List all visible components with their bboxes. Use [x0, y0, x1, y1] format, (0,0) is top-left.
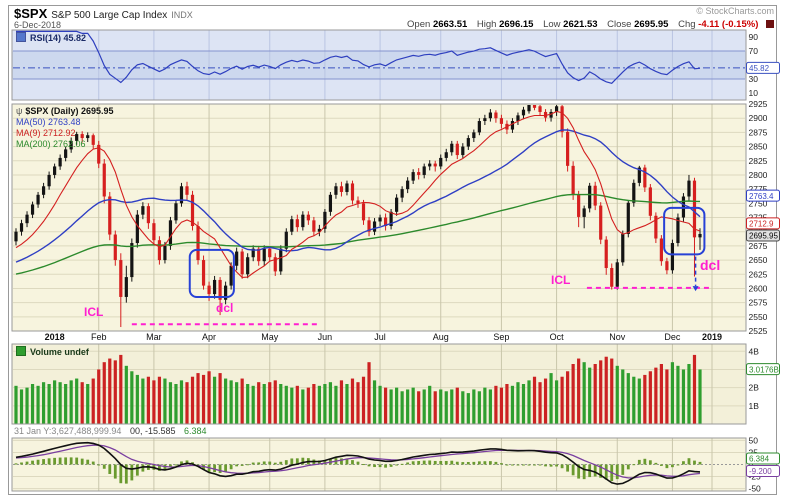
svg-text:Dec: Dec: [664, 332, 681, 342]
rsi-legend: RSI(14) 45.82: [16, 32, 86, 43]
svg-text:2800: 2800: [749, 170, 768, 180]
index-title: S&P 500 Large Cap Index: [51, 10, 168, 21]
symbol-label: $SPX: [14, 6, 48, 21]
svg-text:2775: 2775: [749, 184, 768, 194]
svg-text:2575: 2575: [749, 298, 768, 308]
svg-text:2875: 2875: [749, 127, 768, 137]
svg-text:2650: 2650: [749, 255, 768, 265]
chg-indicator-icon: [766, 20, 774, 28]
svg-text:-50: -50: [749, 484, 762, 494]
annotation-tool-icon: ψ: [16, 106, 23, 116]
svg-text:3.0176B: 3.0176B: [749, 365, 779, 374]
svg-text:Feb: Feb: [91, 332, 107, 342]
svg-text:Nov: Nov: [609, 332, 626, 342]
price-legend-title: $SPX (Daily) 2695.95: [25, 106, 114, 116]
svg-text:2712.9: 2712.9: [749, 220, 774, 229]
ma9-legend: MA(9) 2712.92: [16, 128, 76, 138]
svg-text:2B: 2B: [749, 383, 760, 393]
chg-label: Chg: [678, 19, 696, 30]
svg-text:Mar: Mar: [146, 332, 162, 342]
moving-averages: [15, 110, 701, 278]
chg-value: -4.11 (-0.15%): [698, 19, 759, 30]
svg-text:1B: 1B: [749, 401, 760, 411]
rsi-panel: [13, 30, 745, 84]
high-value: 2696.15: [499, 19, 534, 30]
low-value: 2621.53: [563, 19, 598, 30]
svg-text:2850: 2850: [749, 142, 768, 152]
svg-text:70: 70: [749, 46, 759, 56]
svg-text:10: 10: [749, 88, 759, 98]
svg-text:May: May: [261, 332, 279, 342]
annotation-icl-right: ICL: [551, 273, 571, 287]
ohlc-quote-row: Open 2663.51 High 2696.15 Low 2621.53 Cl…: [400, 19, 774, 30]
svg-text:2019: 2019: [702, 332, 722, 342]
open-label: Open: [407, 19, 431, 30]
svg-text:2750: 2750: [749, 198, 768, 208]
oscillator-legend: 31 Jan Y:3,627,488,999.94 00, -15.585 6.…: [14, 426, 207, 436]
close-value: 2695.95: [634, 19, 669, 30]
value-badges: 45.82 2763.4 2712.9 2695.95 3.0176B 6.384 -9.2…: [746, 61, 780, 477]
rsi-legend-label: RSI(14) 45.82: [30, 33, 87, 43]
volume-indicator-icon: [16, 346, 26, 356]
ma200-legend: MA(200) 2762.06: [16, 139, 86, 149]
annotation-dcl-right: dcl: [700, 257, 721, 273]
high-label: High: [476, 19, 497, 30]
svg-text:-9.200: -9.200: [749, 467, 772, 476]
copyright: © StockCharts.com: [696, 6, 774, 16]
annotation-icl-left: ICL: [84, 305, 104, 319]
svg-text:2600: 2600: [749, 283, 768, 293]
chart-date: 6-Dec-2018: [14, 20, 62, 30]
rsi-indicator-icon: [16, 32, 26, 42]
svg-text:2825: 2825: [749, 156, 768, 166]
volume-panel: [14, 354, 702, 424]
svg-text:2763.4: 2763.4: [749, 192, 774, 201]
open-value: 2663.51: [432, 19, 468, 30]
svg-text:Aug: Aug: [433, 332, 449, 342]
hand-annotations: [131, 206, 712, 326]
svg-text:Jul: Jul: [374, 332, 386, 342]
svg-text:2018: 2018: [45, 332, 65, 342]
svg-text:Apr: Apr: [202, 332, 216, 342]
svg-text:Sep: Sep: [493, 332, 509, 342]
svg-text:2675: 2675: [749, 241, 768, 251]
svg-text:30: 30: [749, 74, 759, 84]
oscillator-values-text: 00, -15.585: [129, 426, 176, 436]
svg-text:2900: 2900: [749, 113, 768, 123]
svg-text:90: 90: [749, 32, 759, 42]
svg-text:2695.95: 2695.95: [749, 232, 778, 241]
svg-text:6.384: 6.384: [749, 455, 770, 464]
low-label: Low: [543, 19, 561, 30]
close-label: Close: [607, 19, 632, 30]
svg-text:Oct: Oct: [550, 332, 565, 342]
svg-text:50: 50: [749, 435, 759, 445]
oscillator-info-text: 31 Jan Y:3,627,488,999.94: [14, 426, 122, 436]
annotation-dcl-left: dcl: [216, 301, 234, 315]
volume-legend: Volume undef: [16, 346, 89, 357]
svg-text:2625: 2625: [749, 269, 768, 279]
volume-legend-label: Volume undef: [30, 347, 89, 357]
price-legend: ψ $SPX (Daily) 2695.95 MA(50) 2763.48 MA(…: [16, 106, 113, 150]
svg-text:2925: 2925: [749, 99, 768, 109]
svg-text:Jun: Jun: [318, 332, 333, 342]
oscillator-panel: [13, 441, 745, 485]
svg-text:2525: 2525: [749, 326, 768, 336]
svg-text:4B: 4B: [749, 346, 760, 356]
oscillator-current-value: 6.384: [184, 426, 207, 436]
svg-text:45.82: 45.82: [749, 64, 770, 73]
chart-header: $SPX S&P 500 Large Cap Index INDX: [14, 6, 193, 21]
ma50-legend: MA(50) 2763.48: [16, 117, 81, 127]
svg-text:25: 25: [749, 447, 759, 457]
exchange-label: INDX: [171, 10, 193, 20]
svg-text:2550: 2550: [749, 312, 768, 322]
